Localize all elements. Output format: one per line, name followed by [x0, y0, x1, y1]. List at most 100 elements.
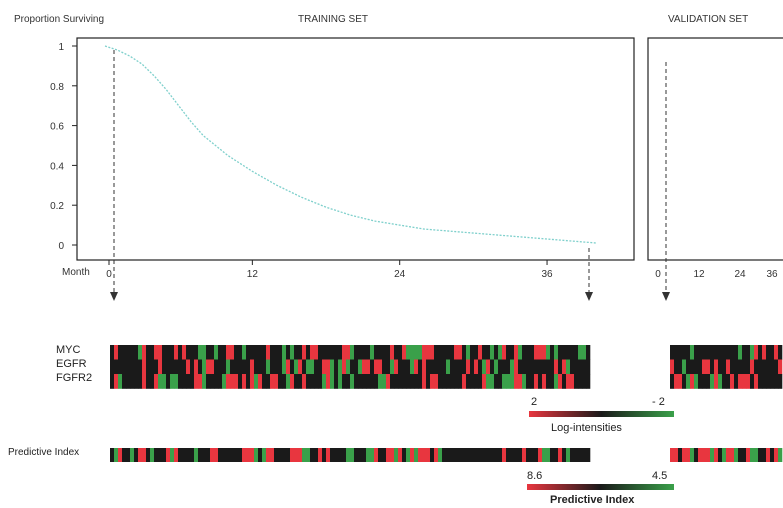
heatmap-cell [546, 374, 551, 389]
heatmap-cell [190, 374, 195, 389]
heatmap-cell [346, 374, 351, 389]
heatmap-cell [482, 448, 487, 462]
heatmap-cell [374, 374, 379, 389]
heatmap-cell [518, 359, 523, 375]
heatmap-cell [526, 374, 531, 389]
heatmap-cell [286, 359, 291, 375]
heatmap-cell [750, 345, 755, 360]
heatmap-cell [478, 448, 483, 462]
heatmap-cell [438, 359, 443, 375]
heatmap-cell [214, 345, 219, 360]
heatmap-cell [562, 359, 567, 375]
heatmap-cell [486, 359, 491, 375]
heatmap-cell [270, 359, 275, 375]
heatmap-cell [738, 374, 743, 389]
heatmap-cell [578, 374, 583, 389]
heatmap-cell [158, 448, 163, 462]
heatmap-cell [330, 448, 335, 462]
heatmap-cell [478, 359, 483, 375]
heatmap-cell [302, 374, 307, 389]
heatmap-cell [670, 345, 675, 360]
heatmap-cell [338, 359, 343, 375]
heatmap-cell [670, 359, 675, 375]
heatmap-cell [362, 345, 367, 360]
heatmap-cell [438, 448, 443, 462]
heatmap-cell [746, 359, 751, 375]
heatmap-cell [514, 359, 519, 375]
gene-label-egfr: EGFR [56, 358, 87, 370]
heatmap-cell [166, 345, 171, 360]
heatmap-cell [158, 345, 163, 360]
heatmap-cell [282, 359, 287, 375]
heatmap-cell [682, 374, 687, 389]
heatmap-cell [746, 448, 751, 462]
heatmap-cell [686, 374, 691, 389]
gene-label-myc: MYC [56, 344, 81, 356]
heatmap-cell [266, 374, 271, 389]
heatmap-cell [466, 374, 471, 389]
heatmap-cell [710, 448, 715, 462]
heatmap-cell [438, 374, 443, 389]
heatmap-cell [738, 345, 743, 360]
heatmap-cell [330, 359, 335, 375]
heatmap-cell [122, 359, 127, 375]
heatmap-cell [566, 448, 571, 462]
heatmap-cell [366, 345, 371, 360]
heatmap-cell [362, 374, 367, 389]
training-survival-curve [104, 45, 597, 244]
heatmap-cell [754, 359, 759, 375]
heatmap-cell [214, 374, 219, 389]
heatmap-cell [290, 448, 295, 462]
heatmap-cell [466, 448, 471, 462]
heatmap-cell [538, 345, 543, 360]
heatmap-cell [338, 374, 343, 389]
heatmap-cell [362, 448, 367, 462]
heatmap-cell [742, 374, 747, 389]
heatmap-cell [502, 345, 507, 360]
heatmap-cell [254, 448, 259, 462]
heatmap-cell [266, 359, 271, 375]
heatmap-cell [702, 448, 707, 462]
heatmap-cell [290, 359, 295, 375]
heatmap-cell [206, 359, 211, 375]
heatmap-cell [570, 448, 575, 462]
heatmap-cell [490, 374, 495, 389]
heatmap-cell [478, 374, 483, 389]
heatmap-cell [418, 359, 423, 375]
heatmap-cell [530, 345, 535, 360]
heatmap-cell [306, 374, 311, 389]
heatmap-cell [774, 359, 779, 375]
heatmap-cell [254, 374, 259, 389]
heatmap-cell [178, 345, 183, 360]
heatmap-cell [154, 448, 159, 462]
heatmap-cell [286, 374, 291, 389]
heatmap-cell [354, 359, 359, 375]
heatmap-cell [138, 374, 143, 389]
heatmap-cell [162, 359, 167, 375]
heatmap-cell [430, 448, 435, 462]
heatmap-cell [470, 448, 475, 462]
heatmap-cell [182, 359, 187, 375]
heatmap-cell [414, 345, 419, 360]
heatmap-cell [746, 374, 751, 389]
heatmap-cell [118, 345, 123, 360]
heatmap-cell [222, 345, 227, 360]
heatmap-cell [574, 359, 579, 375]
pi-scale-high: 8.6 [527, 470, 543, 482]
heatmap-cell [234, 345, 239, 360]
heatmap-cell [206, 448, 211, 462]
heatmap-cell [306, 345, 311, 360]
heatmap-cell [130, 345, 135, 360]
heatmap-cell [518, 374, 523, 389]
heatmap-cell [358, 374, 363, 389]
heatmap-cell [422, 374, 427, 389]
heatmap-cell [462, 345, 467, 360]
y-axis-label: Proportion Surviving [14, 14, 105, 25]
x-tick-label: 36 [541, 269, 553, 280]
heatmap-cell [502, 448, 507, 462]
heatmap-cell [350, 345, 355, 360]
x-tick-label: 0 [106, 269, 112, 280]
heatmap-cell [158, 374, 163, 389]
heatmap-cell [262, 345, 267, 360]
heatmap-cell [778, 345, 783, 360]
